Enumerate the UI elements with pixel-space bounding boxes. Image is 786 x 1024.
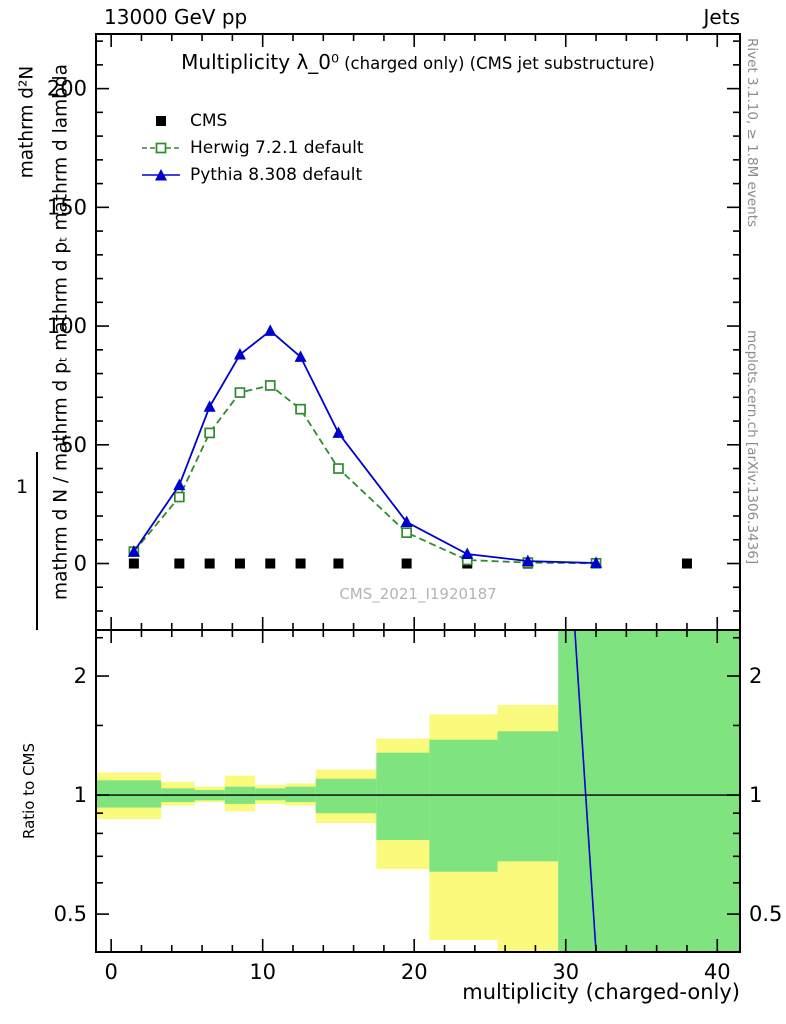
cms-marker-icon <box>156 115 166 126</box>
cms-data-point <box>174 558 185 569</box>
ratio-y-tick-label: 2 <box>74 664 87 688</box>
legend-label-cms: CMS <box>190 110 228 131</box>
ratio-y-tick-label-right: 2 <box>749 664 762 688</box>
y-axis-label-one: 1 <box>16 476 29 498</box>
pythia-data-point <box>294 350 307 362</box>
ratio-y-tick-label: 1 <box>74 783 87 807</box>
main-y-tick-label: 100 <box>47 314 87 338</box>
ratio-y-tick-label-right: 1 <box>749 783 762 807</box>
stat-uncertainty-band <box>429 739 498 872</box>
pythia-data-point <box>521 554 534 567</box>
stat-uncertainty-band <box>285 786 316 803</box>
legend-label-herwig: Herwig 7.2.1 default <box>190 137 364 158</box>
cms-data-point <box>401 558 412 569</box>
pythia-data-point <box>264 324 277 336</box>
legend-label-pythia: Pythia 8.308 default <box>190 164 363 185</box>
x-axis-label: multiplicity (charged-only) <box>462 980 740 1004</box>
herwig-data-point <box>204 427 215 439</box>
herwig-data-point <box>173 491 185 503</box>
main-y-tick-label: 200 <box>47 77 87 101</box>
legend-item-herwig: Herwig 7.2.1 default <box>141 134 364 161</box>
panel-frames <box>95 33 741 953</box>
pythia-data-point <box>590 556 603 569</box>
rivet-version-note: Rivet 3.1.10, ≥ 1.8M events <box>744 38 760 228</box>
header-analysis-tag: Jets <box>703 5 740 29</box>
ratio-y-tick-label: 0.5 <box>54 902 87 926</box>
stat-uncertainty-band <box>558 630 740 952</box>
herwig-data-point <box>295 403 306 415</box>
herwig-data-point <box>333 463 344 474</box>
cms-data-point <box>295 558 306 569</box>
ratio-uncertainty-bands <box>96 630 740 953</box>
pythia-marker-icon <box>142 168 180 180</box>
mcplots-note: mcplots.cern.ch [arXiv:1306.3436] <box>744 330 760 565</box>
y-axis-label-numerator: mathrm d²N <box>16 65 38 179</box>
plot-title: Multiplicity λ_0⁰ (charged only) (CMS je… <box>96 50 740 74</box>
stat-uncertainty-band <box>315 778 377 814</box>
ratio-panel-frame <box>95 629 741 953</box>
pythia-data-point <box>461 547 474 560</box>
pythia-data-point <box>173 478 186 491</box>
legend-marker <box>155 168 167 180</box>
legend: CMS Herwig 7.2.1 default Pythia 8.308 de… <box>141 107 364 188</box>
legend-item-pythia: Pythia 8.308 default <box>141 161 364 188</box>
pythia-data-point <box>127 545 140 557</box>
main-y-tick-label: 50 <box>60 433 87 457</box>
herwig-data-point <box>234 387 246 398</box>
stat-uncertainty-band <box>96 780 162 808</box>
watermark-analysis-id: CMS_2021_I1920187 <box>339 585 497 603</box>
main-y-tick-label: 150 <box>47 195 87 219</box>
y-axis-label-denominator: mathrm d N / mathrm d pₜ mathrm d pₜ mat… <box>50 64 72 600</box>
cms-data-point <box>204 558 215 569</box>
pythia-data-point <box>203 400 216 412</box>
cms-data-point <box>128 558 139 569</box>
ratio-y-tick-label-right: 0.5 <box>749 902 782 926</box>
stat-uncertainty-band <box>497 731 559 862</box>
pythia-data-point <box>400 515 413 527</box>
ratio-reference-lines <box>96 629 740 953</box>
main-y-tick-label: 0 <box>74 552 87 576</box>
plot-title-qualifier: (charged only) (CMS jet substructure) <box>344 54 655 73</box>
cms-data-point <box>333 558 344 569</box>
plot-title-main: Multiplicity λ_0⁰ <box>181 50 340 74</box>
x-tick-label: 40 <box>704 960 731 984</box>
legend-item-cms: CMS <box>141 107 364 134</box>
x-tick-label: 10 <box>249 960 276 984</box>
stat-uncertainty-band <box>255 788 286 801</box>
herwig-data-point <box>264 380 276 391</box>
cms-data-point <box>265 558 276 569</box>
cms-data-point <box>681 558 692 569</box>
data-series <box>127 324 692 569</box>
stat-uncertainty-band <box>376 752 430 840</box>
ratio-pythia-line <box>574 629 597 953</box>
header-beam-energy: 13000 GeV pp <box>104 5 248 29</box>
x-tick-label: 0 <box>104 960 117 984</box>
herwig-marker-icon <box>142 142 180 153</box>
x-tick-label: 30 <box>552 960 579 984</box>
series-line-herwig <box>133 384 597 565</box>
y-axis-fraction-bar <box>36 452 38 630</box>
axis-ticks <box>96 34 740 952</box>
pythia-data-point <box>233 348 246 360</box>
x-tick-label: 20 <box>401 960 428 984</box>
ratio-y-axis-label: Ratio to CMS <box>20 742 38 840</box>
herwig-data-point <box>401 527 412 538</box>
pythia-data-point <box>332 426 345 438</box>
cms-data-point <box>234 558 245 569</box>
legend-marker <box>156 115 166 126</box>
legend-marker <box>155 142 167 153</box>
